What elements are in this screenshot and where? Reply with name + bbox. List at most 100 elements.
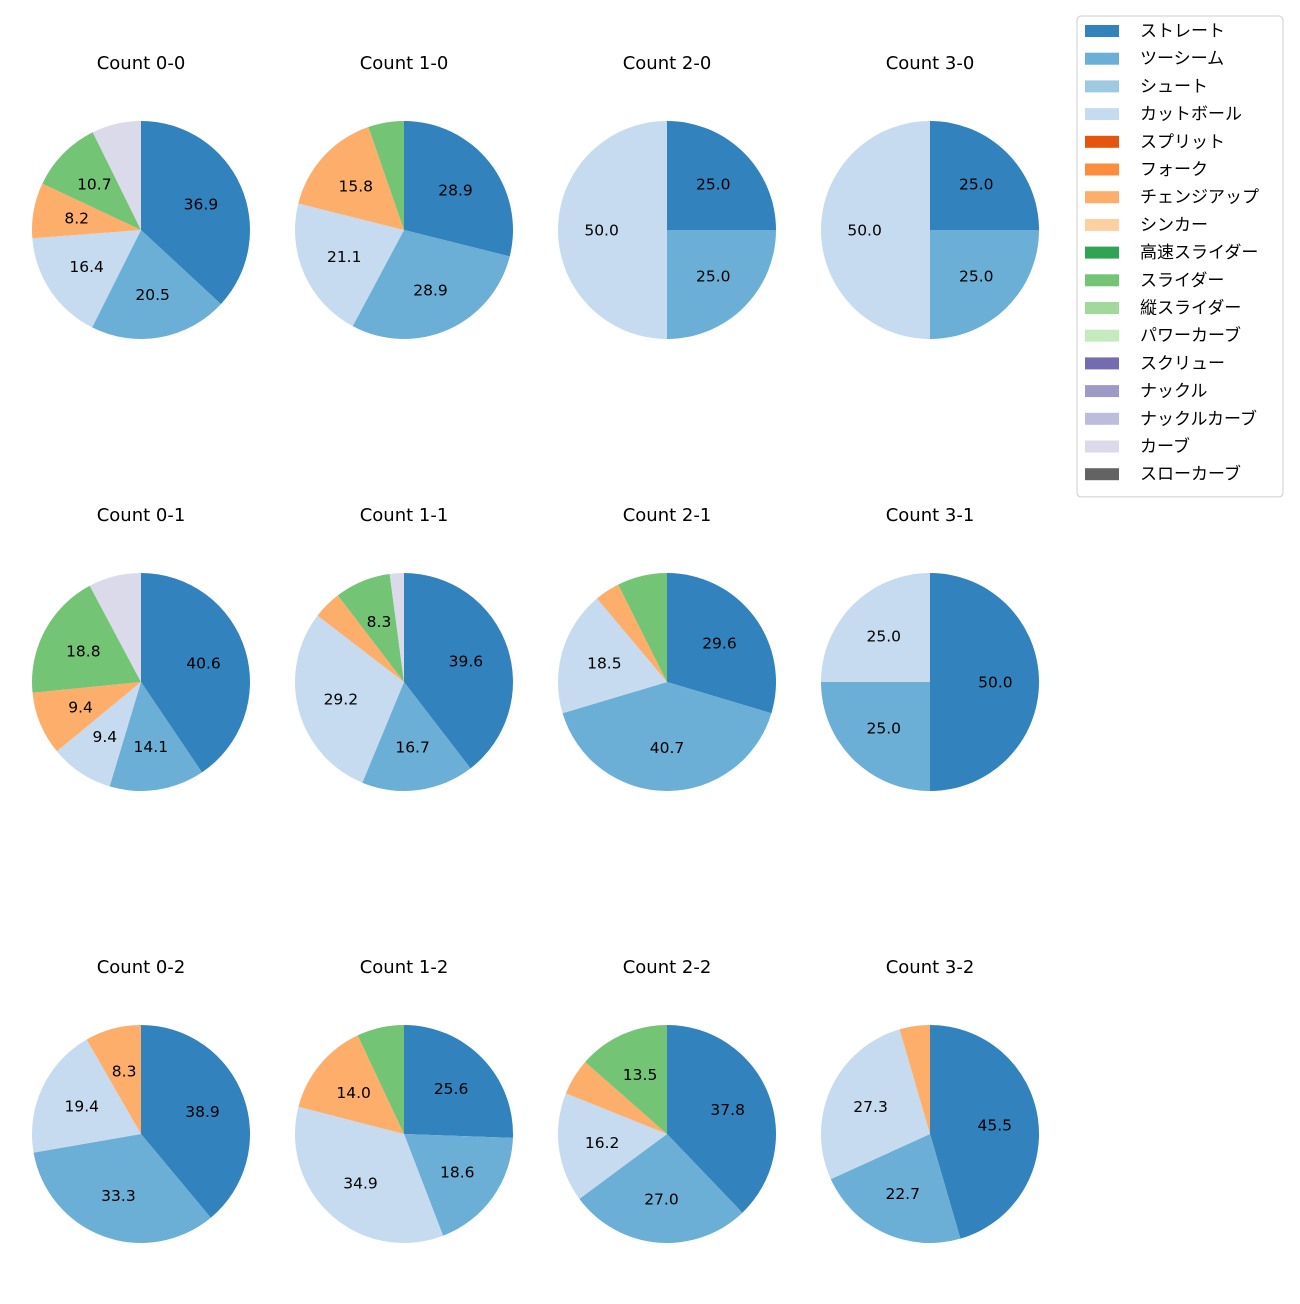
- legend-label: 高速スライダー: [1140, 243, 1258, 263]
- pie-title: Count 1-2: [360, 957, 449, 978]
- legend-item: スプリット: [1085, 132, 1225, 152]
- slice-label: 9.4: [92, 728, 117, 746]
- slice-label: 40.7: [650, 739, 685, 757]
- pie-title: Count 0-1: [97, 505, 186, 526]
- pie-slice-ツーシーム: [821, 682, 930, 791]
- pie-slice-カットボール: [558, 598, 667, 714]
- pie-title: Count 0-2: [97, 957, 186, 978]
- pie-slice-チェンジアップ: [596, 584, 667, 682]
- pie-slice-カーブ: [92, 121, 141, 230]
- slice-label: 22.7: [885, 1185, 920, 1203]
- legend-label: スローカーブ: [1140, 464, 1241, 485]
- legend-item: カットボール: [1085, 105, 1242, 125]
- pie-slice-カーブ: [89, 573, 141, 682]
- pie-count-1-1: Count 1-1 39.6 16.7 29.2 8.3: [295, 505, 514, 791]
- slice-label: 18.8: [66, 643, 101, 661]
- slice-label: 25.0: [959, 175, 994, 193]
- pie-slice-チェンジアップ: [899, 1025, 930, 1134]
- slice-label: 18.5: [587, 655, 622, 673]
- pie-slice-ストレート: [141, 121, 250, 305]
- pie-slice-カットボール: [295, 1106, 444, 1243]
- slice-label: 28.9: [413, 281, 448, 299]
- legend-swatch: [1085, 25, 1119, 37]
- pie-slice-ストレート: [667, 1025, 776, 1213]
- pie-slice-チェンジアップ: [298, 126, 404, 230]
- legend-swatch: [1085, 302, 1119, 314]
- slice-label: 20.5: [135, 286, 170, 304]
- pie-count-2-1: Count 2-1 29.6 40.7 18.5: [558, 505, 776, 791]
- pie-slice-ツーシーム: [33, 1134, 211, 1243]
- pie-count-2-2: Count 2-2 37.8 27.0 16.2 13.5: [558, 957, 776, 1243]
- slice-label: 16.2: [585, 1134, 620, 1152]
- pie-slice-ストレート: [667, 121, 776, 230]
- legend-label: スクリュー: [1140, 354, 1225, 374]
- pie-slice-ツーシーム: [667, 230, 776, 339]
- slice-label: 40.6: [186, 654, 221, 672]
- legend: ストレートツーシームシュートカットボールスプリットフォークチェンジアップシンカー…: [1076, 15, 1284, 498]
- pie-slice-ストレート: [404, 1025, 513, 1138]
- legend-label: ツーシーム: [1140, 49, 1224, 69]
- legend-label: スプリット: [1140, 132, 1225, 152]
- pie-slice-スライダー: [618, 573, 667, 682]
- pie-slice-ツーシーム: [352, 230, 510, 339]
- slice-label: 14.0: [336, 1084, 371, 1102]
- pie-slice-カットボール: [56, 682, 141, 787]
- pie-slice-スライダー: [42, 132, 141, 230]
- legend-item: チェンジアップ: [1085, 188, 1259, 208]
- legend-label: ストレート: [1140, 22, 1225, 42]
- pie-slice-ストレート: [141, 1025, 250, 1218]
- pie-slice-ストレート: [141, 573, 250, 773]
- pie-slice-チェンジアップ: [298, 1035, 404, 1134]
- legend-item: カーブ: [1085, 436, 1190, 457]
- slice-label: 38.9: [185, 1103, 220, 1121]
- pie-slice-カットボール: [821, 573, 930, 682]
- pie-title: Count 2-0: [623, 53, 712, 74]
- legend-label: カットボール: [1140, 105, 1242, 125]
- pie-slice-ツーシーム: [562, 682, 772, 791]
- slice-label: 50.0: [978, 674, 1013, 692]
- legend-item: スライダー: [1085, 271, 1224, 291]
- slice-label: 25.0: [959, 268, 994, 286]
- legend-label: ナックルカーブ: [1140, 408, 1257, 429]
- legend-swatch: [1085, 191, 1119, 204]
- legend-item: フォーク: [1085, 160, 1208, 180]
- pie-title: Count 0-0: [97, 53, 186, 74]
- slice-label: 14.1: [134, 738, 169, 756]
- pie-slice-ツーシーム: [830, 1134, 961, 1243]
- slice-label: 29.2: [324, 690, 359, 708]
- slice-label: 39.6: [449, 652, 484, 670]
- pie-slice-カットボール: [32, 1039, 141, 1153]
- pie-count-1-2: Count 1-2 25.6 18.6 34.9 14.0: [295, 957, 513, 1243]
- legend-frame: [1076, 15, 1284, 498]
- pie-slice-ストレート: [930, 573, 1039, 791]
- pie-title: Count 3-0: [886, 53, 975, 74]
- slice-label: 25.6: [434, 1080, 469, 1098]
- pie-count-3-2: Count 3-2 45.5 22.7 27.3: [821, 957, 1039, 1243]
- slice-label: 8.3: [112, 1062, 137, 1080]
- legend-swatch: [1085, 218, 1119, 231]
- pie-count-3-0: Count 3-0 25.0 25.0 50.0: [821, 53, 1039, 339]
- legend-item: 縦スライダー: [1085, 299, 1241, 319]
- legend-item: ナックル: [1085, 382, 1208, 402]
- slice-label: 28.9: [438, 181, 473, 199]
- slice-label: 8.2: [64, 210, 89, 228]
- legend-swatch: [1085, 357, 1119, 370]
- pie-slice-チェンジアップ: [317, 595, 404, 682]
- pie-count-0-2: Count 0-2 38.9 33.3 19.4 8.3: [32, 957, 250, 1243]
- legend-label: ナックル: [1140, 382, 1208, 402]
- pie-slice-カットボール: [558, 1093, 667, 1199]
- pie-slice-カットボール: [821, 1029, 930, 1180]
- pie-slice-カーブ: [389, 573, 404, 682]
- pie-count-0-1: Count 0-1 40.6 14.1 9.4 9.4 18.8: [32, 505, 250, 791]
- legend-swatch: [1085, 329, 1119, 342]
- pie-title: Count 2-1: [623, 505, 712, 526]
- slice-label: 9.4: [68, 699, 93, 717]
- pie-slice-カットボール: [558, 121, 667, 339]
- pie-slice-ツーシーム: [930, 230, 1039, 339]
- pie-slice-スライダー: [32, 585, 142, 693]
- pie-slice-ストレート: [930, 1025, 1039, 1239]
- pie-slice-カットボール: [821, 121, 930, 339]
- legend-item: ストレート: [1085, 22, 1225, 42]
- legend-swatch: [1085, 440, 1119, 453]
